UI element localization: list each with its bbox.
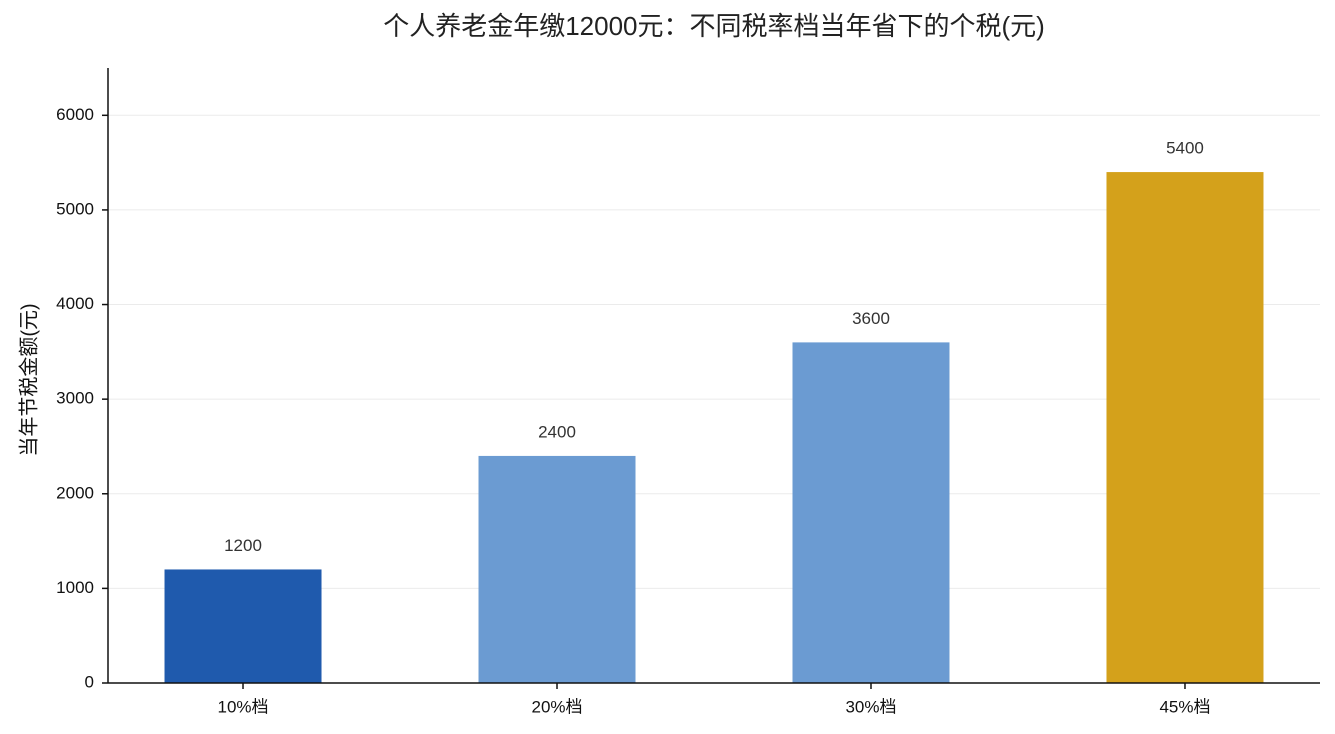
x-tick-label: 10%档 — [217, 697, 268, 716]
value-label: 2400 — [538, 422, 576, 441]
x-tick-label: 30%档 — [845, 697, 896, 716]
bar — [478, 455, 636, 683]
bar — [164, 569, 322, 683]
y-tick-label: 2000 — [56, 483, 94, 502]
y-tick-label: 3000 — [56, 389, 94, 408]
x-tick-label: 20%档 — [531, 697, 582, 716]
bar — [1106, 172, 1264, 684]
chart-title: 个人养老金年缴12000元：不同税率档当年省下的个税(元) — [383, 11, 1045, 41]
y-tick-label: 1000 — [56, 578, 94, 597]
y-tick-label: 4000 — [56, 294, 94, 313]
bar — [792, 342, 950, 683]
value-label: 1200 — [224, 536, 262, 555]
y-tick-label: 5000 — [56, 199, 94, 218]
x-tick-label: 45%档 — [1159, 697, 1210, 716]
value-label: 5400 — [1166, 139, 1204, 158]
y-tick-label: 0 — [85, 672, 94, 691]
value-label: 3600 — [852, 309, 890, 328]
y-axis-label: 当年节税金额(元) — [17, 303, 40, 456]
y-tick-label: 6000 — [56, 105, 94, 124]
